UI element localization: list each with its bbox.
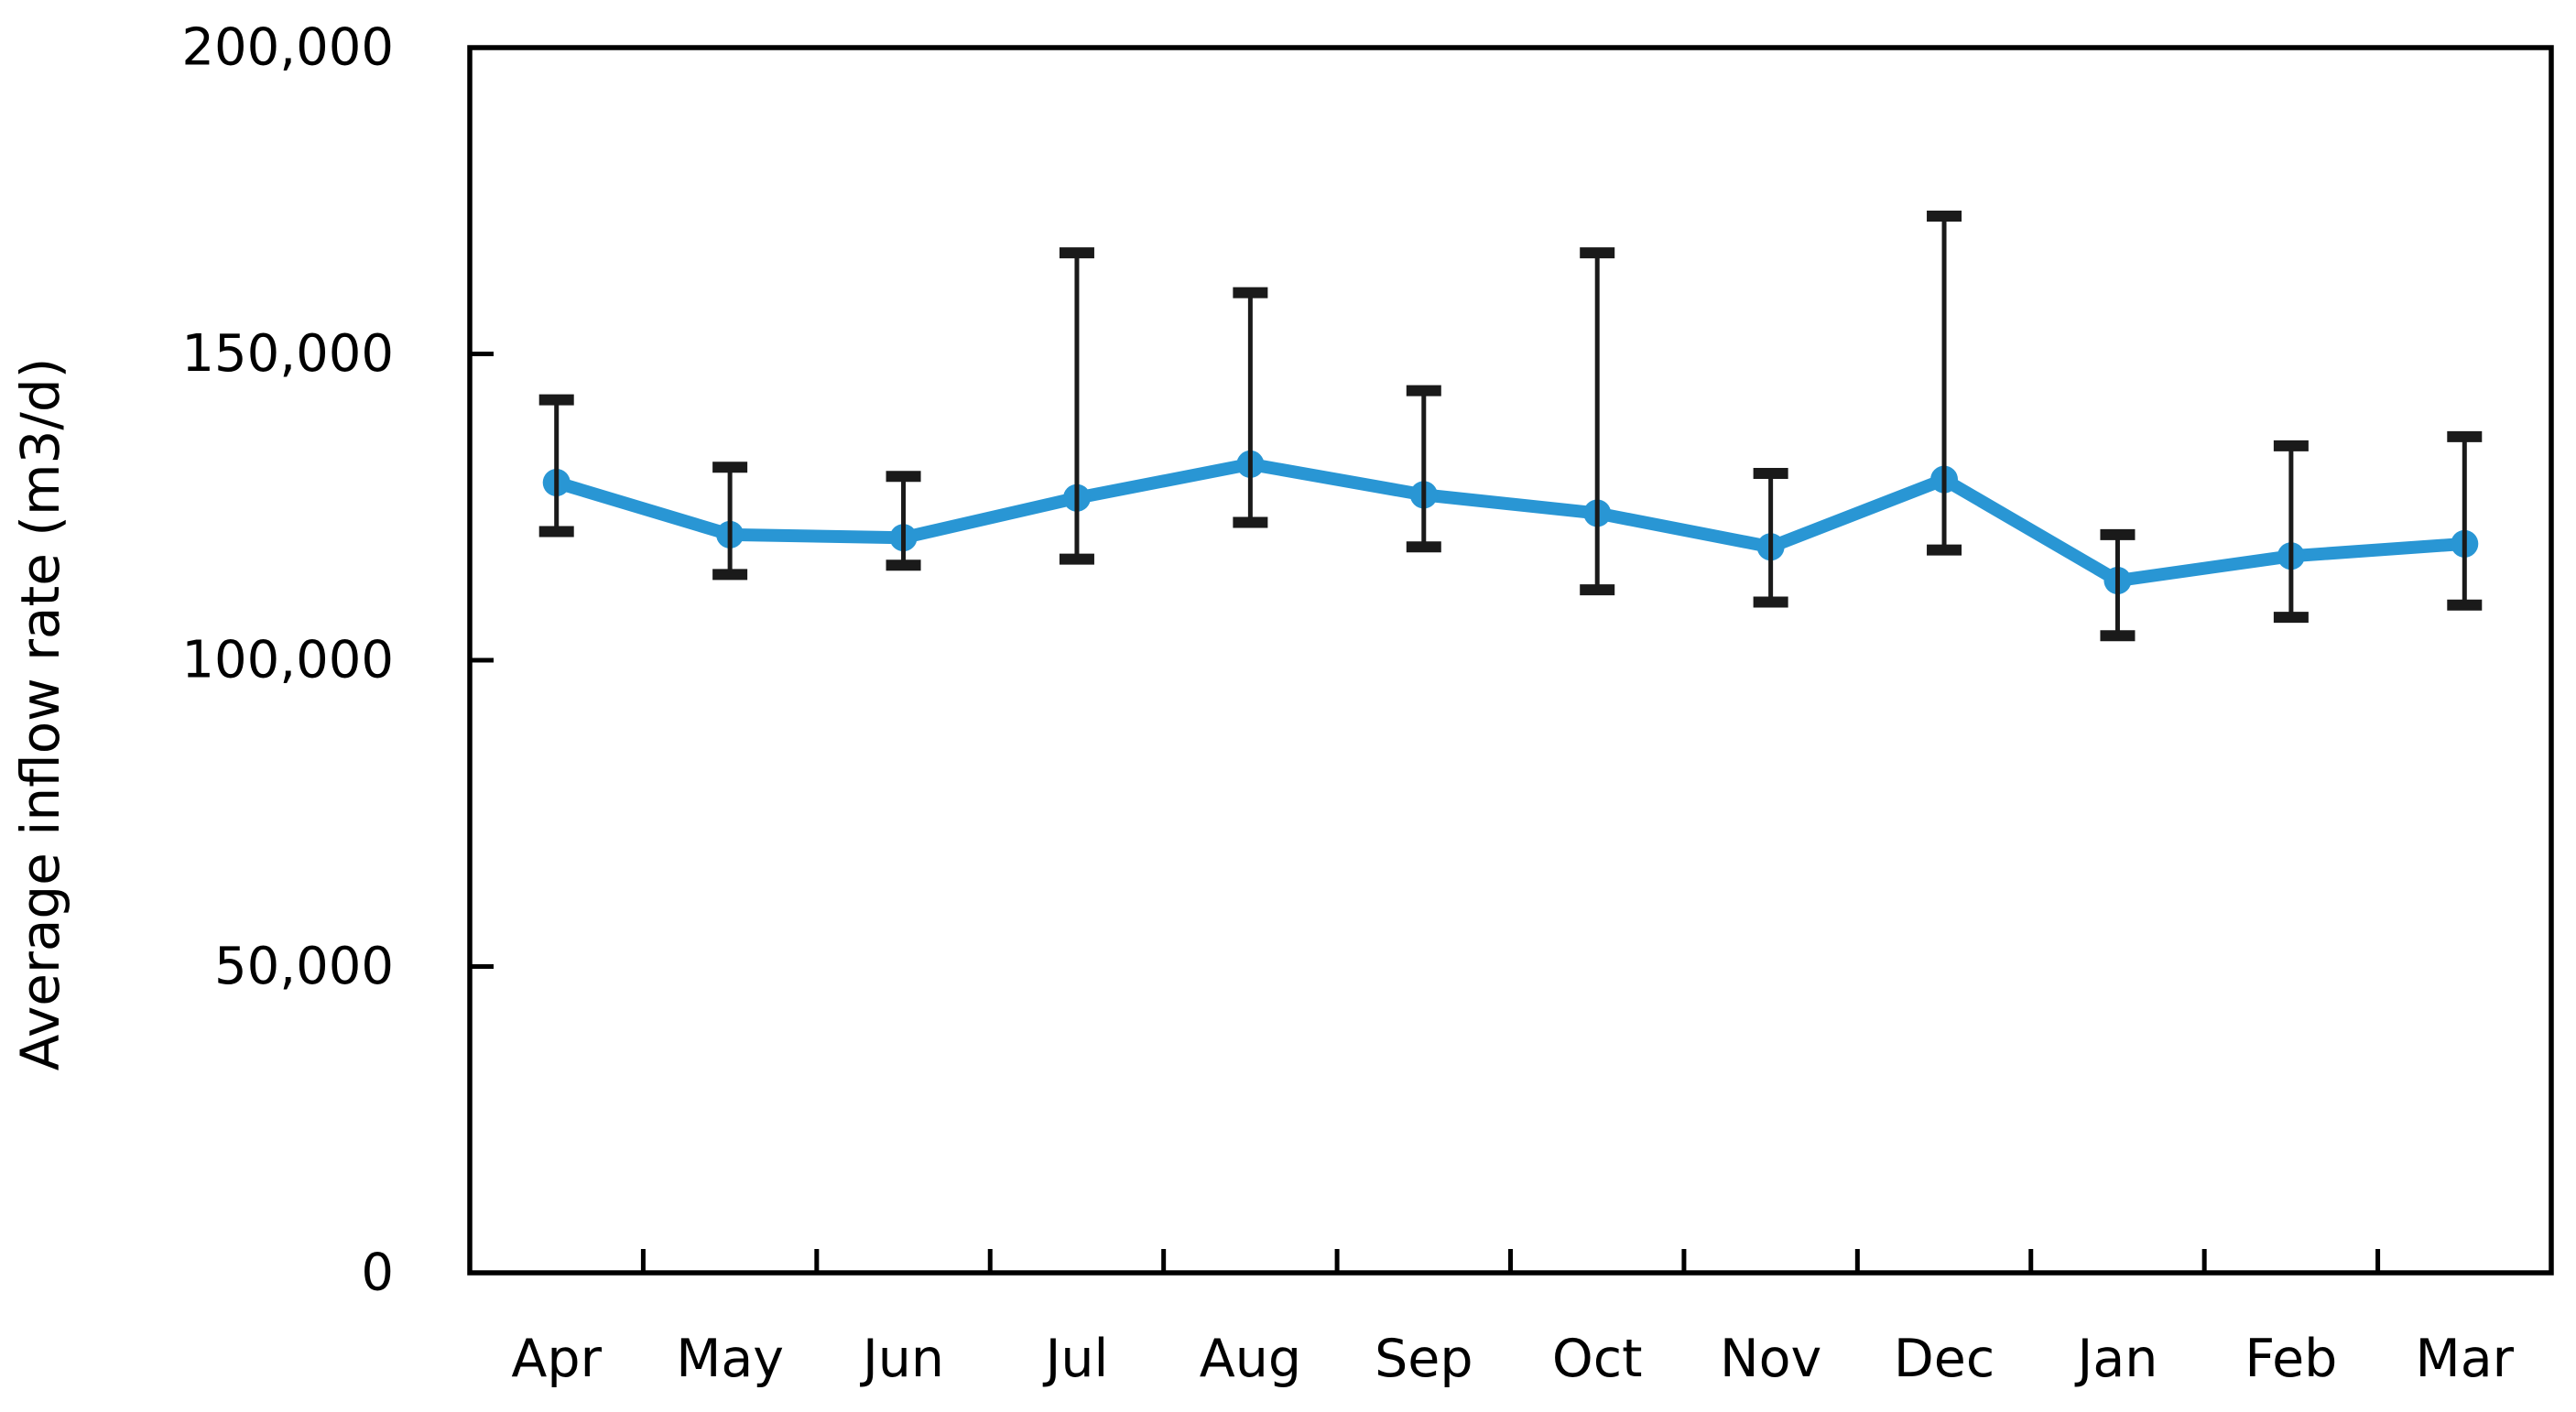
x-tick-label: Mar (2416, 1329, 2515, 1389)
x-tick-label: Nov (1720, 1329, 1821, 1389)
y-axis-title: Average inflow rate (m3/d) (9, 358, 71, 1071)
y-tick-label: 150,000 (181, 324, 394, 384)
x-tick-label: Sep (1375, 1329, 1473, 1389)
x-tick-label: Oct (1552, 1329, 1643, 1389)
data-line (549, 457, 2472, 588)
y-tick-label: 200,000 (181, 18, 394, 78)
x-tick-label: Jul (1043, 1329, 1109, 1389)
y-tick-label: 0 (361, 1244, 394, 1303)
x-tick-label: Aug (1200, 1329, 1301, 1389)
y-tick-label: 100,000 (181, 631, 394, 690)
x-tick-label: May (676, 1329, 784, 1389)
x-tick-label: Dec (1894, 1329, 1994, 1389)
plot-border (467, 45, 2554, 1276)
x-tick-label: Apr (511, 1329, 602, 1389)
x-tick-label: Jan (2075, 1329, 2158, 1389)
x-tick-label: Feb (2244, 1329, 2337, 1389)
x-tick-label: Jun (860, 1329, 944, 1389)
y-tick-label: 50,000 (214, 937, 394, 996)
